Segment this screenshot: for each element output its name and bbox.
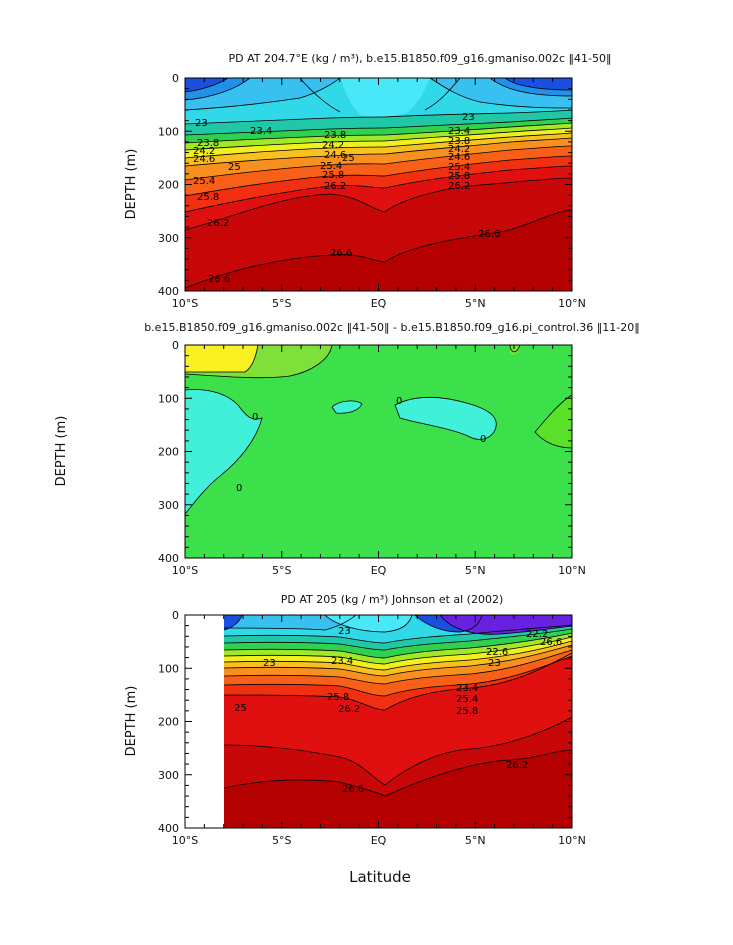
- p1-clabel: 26.2: [207, 218, 229, 229]
- y-tick-label: 400: [158, 285, 179, 298]
- panel-3-contour-labels: 23 23 25 23.4 25.8 26.2 26.6 22.2 22.6 2…: [234, 626, 562, 795]
- p3-clabel: 25.8: [456, 706, 478, 717]
- panel-2-axes: 10°S 5°S EQ 5°N 10°N 0 100 200 300 400: [158, 339, 586, 577]
- p1-clabel: 23: [195, 118, 208, 129]
- panel-2-ylabel: DEPTH (m): [54, 416, 69, 487]
- p1-clabel: 24.6: [448, 152, 470, 163]
- panel-2-fill: [185, 345, 572, 558]
- x-tick-label: EQ: [371, 297, 387, 310]
- y-tick-label: 300: [158, 769, 179, 782]
- p3-clabel: 26.2: [506, 760, 528, 771]
- x-tick-label: 5°S: [272, 564, 291, 577]
- p1-clabel: 26.6: [208, 274, 230, 285]
- panel-2-title: b.e15.B1850.f09_g16.gmaniso.002c ‖41-50‖…: [144, 321, 640, 334]
- x-tick-label: 10°N: [558, 297, 586, 310]
- p3-clabel: 26.6: [342, 784, 364, 795]
- panel-3-title: PD AT 205 (kg / m³) Johnson et al (2002): [281, 593, 504, 606]
- x-tick-label: 10°S: [172, 834, 198, 847]
- p1-clabel: 23: [462, 112, 475, 123]
- p1-clabel: 24.2: [448, 144, 470, 155]
- y-tick-label: 0: [172, 72, 179, 85]
- x-tick-label: EQ: [371, 834, 387, 847]
- p1-clabel: 25: [342, 153, 355, 164]
- p3-clabel: 23: [338, 626, 351, 637]
- panel-3-ylabel: DEPTH (m): [124, 686, 139, 757]
- panel-1-ylabel: DEPTH (m): [124, 149, 139, 220]
- y-tick-label: 100: [158, 662, 179, 675]
- p1-clabel: 25.4: [320, 161, 342, 172]
- y-tick-label: 200: [158, 179, 179, 192]
- p1-clabel: 25.8: [448, 171, 470, 182]
- y-tick-label: 300: [158, 232, 179, 245]
- panel-1: PD AT 204.7°E (kg / m³), b.e15.B1850.f09…: [124, 52, 612, 310]
- p1-clabel: 23.8: [448, 136, 470, 147]
- y-tick-label: 300: [158, 499, 179, 512]
- x-tick-label: 5°S: [272, 834, 291, 847]
- p1-clabel: 25.4: [448, 162, 470, 173]
- p3-clabel: 22.2: [526, 629, 548, 640]
- x-tick-label: 10°S: [172, 297, 198, 310]
- p2-clabel: 0: [252, 412, 258, 423]
- p1-clabel: 23.8: [324, 130, 346, 141]
- p1-clabel: 25.4: [193, 176, 215, 187]
- x-tick-label: 10°N: [558, 564, 586, 577]
- p1-clabel: 24.2: [322, 140, 344, 151]
- p3-clabel: 23: [488, 658, 501, 669]
- y-tick-label: 200: [158, 446, 179, 459]
- panel-3-xlabel: Latitude: [349, 868, 411, 886]
- p1-clabel: 26.6: [478, 229, 500, 240]
- p1-clabel: 25.8: [197, 192, 219, 203]
- p1-clabel: 25: [228, 162, 241, 173]
- p1-clabel: 24.2: [193, 146, 215, 157]
- p3-clabel: 25.8: [327, 692, 349, 703]
- p1-clabel: 24.6: [324, 150, 346, 161]
- p3-clabel: 23.4: [456, 683, 478, 694]
- x-tick-label: 10°S: [172, 564, 198, 577]
- x-tick-label: 5°N: [465, 297, 486, 310]
- p3-clabel: 23: [263, 658, 276, 669]
- x-tick-label: 5°S: [272, 297, 291, 310]
- y-tick-label: 100: [158, 125, 179, 138]
- y-tick-label: 400: [158, 552, 179, 565]
- panel-1-fill: [185, 78, 572, 291]
- p3-clabel: 22.6: [486, 647, 508, 658]
- p3-clabel: 26.6: [540, 637, 562, 648]
- panel-2-contour-labels: 0 0 0 0: [236, 396, 486, 494]
- p1-clabel: 25.8: [322, 170, 344, 181]
- p1-clabel: 24.6: [193, 154, 215, 165]
- x-tick-label: 10°N: [558, 834, 586, 847]
- p3-clabel: 26.2: [338, 704, 360, 715]
- panel-1-axes: 10°S 5°S EQ 5°N 10°N 0 100 200 300 400: [158, 72, 586, 310]
- y-tick-label: 100: [158, 392, 179, 405]
- p2-clabel: 0: [480, 434, 486, 445]
- panel-2: b.e15.B1850.f09_g16.gmaniso.002c ‖41-50‖…: [54, 321, 640, 577]
- p3-clabel: 25: [234, 703, 247, 714]
- x-tick-label: EQ: [371, 564, 387, 577]
- x-tick-label: 5°N: [465, 564, 486, 577]
- panel-1-title: PD AT 204.7°E (kg / m³), b.e15.B1850.f09…: [228, 52, 611, 65]
- p1-clabel: 23.8: [197, 138, 219, 149]
- y-tick-label: 0: [172, 339, 179, 352]
- panel-1-contour-labels: 23 23.4 23.8 24.2 24.6 25 25.4 25.8 26.2…: [193, 112, 500, 285]
- panel-3-fill: [223, 615, 572, 828]
- panel-3-axes: 10°S 5°S EQ 5°N 10°N 0 100 200 300 400: [158, 609, 586, 847]
- y-tick-label: 200: [158, 716, 179, 729]
- p1-clabel: 26.2: [324, 181, 346, 192]
- p2-clabel: 0: [236, 483, 242, 494]
- p3-clabel: 25.4: [456, 694, 478, 705]
- p2-clabel: 0: [396, 396, 402, 407]
- p1-clabel: 26.2: [448, 181, 470, 192]
- y-tick-label: 0: [172, 609, 179, 622]
- p1-clabel: 23.4: [448, 126, 470, 137]
- p1-clabel: 26.6: [330, 248, 352, 259]
- x-tick-label: 5°N: [465, 834, 486, 847]
- panel-3: PD AT 205 (kg / m³) Johnson et al (2002): [124, 593, 586, 886]
- p3-clabel: 23.4: [331, 656, 353, 667]
- y-tick-label: 400: [158, 822, 179, 835]
- p1-clabel: 23.4: [250, 126, 272, 137]
